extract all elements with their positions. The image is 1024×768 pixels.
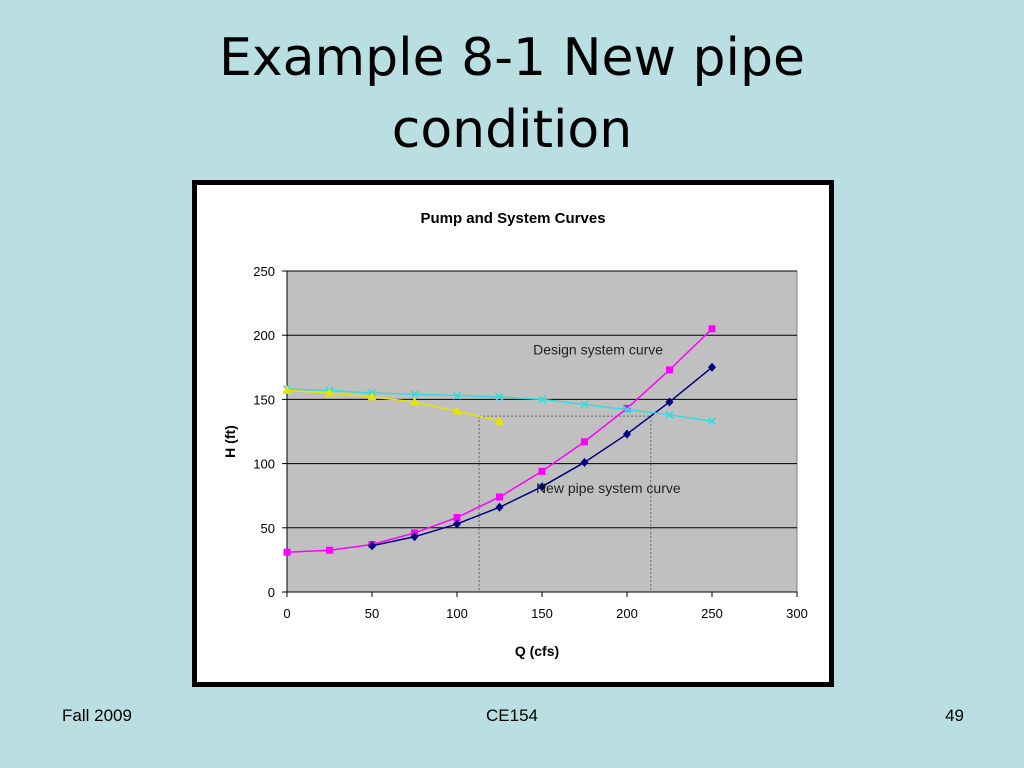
y-tick-label: 200 bbox=[253, 328, 275, 343]
data-point-diamond bbox=[538, 482, 546, 492]
x-tick-label: 0 bbox=[283, 606, 290, 621]
x-tick-label: 300 bbox=[786, 606, 808, 621]
data-point-diamond bbox=[623, 429, 631, 439]
y-tick-label: 150 bbox=[253, 392, 275, 407]
data-point-square bbox=[453, 514, 461, 522]
data-point-square bbox=[666, 366, 673, 374]
data-point-x bbox=[410, 390, 419, 399]
data-point-diamond bbox=[410, 532, 419, 542]
plot-area bbox=[286, 270, 798, 593]
data-point-triangle bbox=[367, 391, 377, 401]
data-point-square bbox=[326, 546, 333, 554]
footer-page-number: 49 bbox=[945, 706, 964, 725]
footer-course: CE154 bbox=[486, 706, 538, 725]
data-point-diamond bbox=[368, 541, 376, 551]
data-point-square bbox=[708, 325, 716, 333]
data-point-x bbox=[707, 417, 717, 426]
y-axis-title: H (ft) bbox=[222, 425, 238, 458]
chart-title: Pump and System Curves bbox=[420, 210, 605, 227]
x-tick-label: 250 bbox=[701, 606, 723, 621]
data-point-square bbox=[623, 404, 631, 412]
series-line-3 bbox=[286, 389, 500, 422]
curve-annotation: New pipe system curve bbox=[536, 480, 681, 496]
x-axis-title: Q (cfs) bbox=[515, 643, 559, 659]
data-point-x bbox=[622, 405, 632, 414]
footer-date: Fall 2009 bbox=[62, 706, 132, 725]
data-point-x bbox=[452, 391, 462, 400]
data-point-triangle bbox=[495, 416, 504, 425]
data-point-diamond bbox=[495, 502, 504, 512]
curve-annotation: Design system curve bbox=[533, 341, 663, 357]
data-point-triangle bbox=[410, 396, 419, 406]
data-point-x bbox=[580, 400, 589, 409]
y-tick-label: 0 bbox=[268, 585, 275, 600]
x-tick-label: 150 bbox=[531, 606, 553, 621]
pump-system-chart: 0 50 100 150 200 250 0 50 100 150 200 250 300 Design … bbox=[222, 210, 808, 659]
x-tick-label: 50 bbox=[365, 606, 379, 621]
data-point-triangle bbox=[282, 385, 292, 394]
data-point-square bbox=[581, 438, 588, 446]
chart-frame: 0 50 100 150 200 250 0 50 100 150 200 250 300 Design … bbox=[192, 180, 834, 687]
data-point-x bbox=[495, 392, 504, 401]
data-point-diamond bbox=[665, 397, 674, 407]
data-point-diamond bbox=[580, 457, 589, 467]
x-tick-label: 200 bbox=[616, 606, 638, 621]
data-point-triangle bbox=[452, 405, 462, 415]
slide-title-line-2: condition bbox=[391, 100, 633, 160]
y-tick-label: 100 bbox=[253, 457, 275, 472]
data-point-square bbox=[283, 548, 291, 556]
data-point-diamond bbox=[708, 362, 716, 372]
y-tick-label: 50 bbox=[261, 521, 275, 536]
data-point-x bbox=[537, 395, 547, 404]
data-point-square bbox=[538, 467, 546, 475]
y-tick-label: 250 bbox=[253, 264, 275, 279]
slide-title: Example 8-1 New pipe condition bbox=[112, 22, 912, 166]
x-tick-label: 100 bbox=[446, 606, 468, 621]
slide-title-line-1: Example 8-1 New pipe bbox=[219, 28, 805, 88]
data-point-square bbox=[496, 493, 503, 501]
data-point-x bbox=[665, 410, 674, 419]
data-point-diamond bbox=[453, 519, 461, 529]
data-point-triangle bbox=[325, 387, 334, 397]
